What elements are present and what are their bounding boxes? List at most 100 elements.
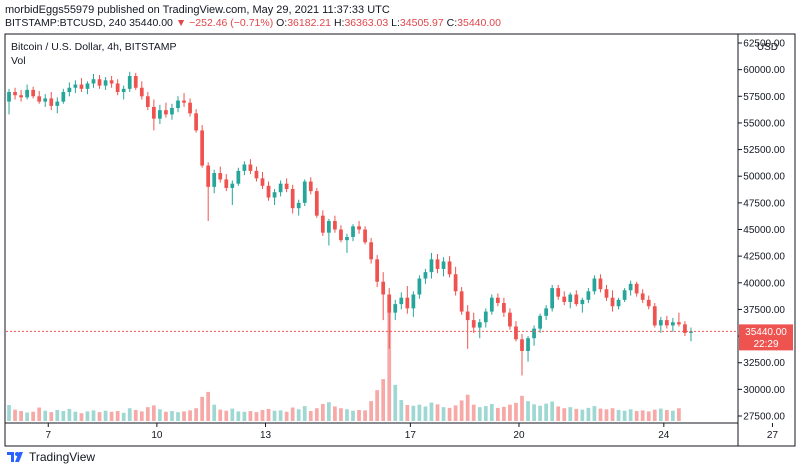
volume-bar [375,390,380,421]
candle [502,297,506,317]
candle-body [387,294,392,313]
tradingview-logo[interactable]: TradingView [6,450,95,464]
candle-body [544,308,549,316]
volume-bar [459,400,464,421]
candles [7,71,693,376]
candle-body [423,272,428,279]
volume-bar [622,410,627,421]
volume-bar [218,409,223,421]
volume-bar [580,409,585,421]
candle-body [471,320,476,328]
candle-body [550,288,555,309]
candle-body [568,294,573,302]
candle [580,297,585,313]
candle [176,96,180,113]
candle [610,290,615,312]
candle [194,109,198,133]
volume-bar [586,407,591,421]
volume-bar [25,412,29,421]
volume-bar [182,411,186,421]
volume-bar [79,413,84,421]
volume-bar [447,407,452,421]
candle-body [508,312,512,327]
candle-body [495,297,500,304]
volume-bar [574,408,579,421]
volume-bar [339,408,343,421]
candle-body [339,229,343,241]
volume-bar [139,411,144,421]
candle-body [465,311,470,321]
candle-body [447,261,452,275]
candle-body [25,89,29,98]
volume-bar [212,404,217,421]
candle-body [296,202,301,209]
candle-body [314,191,319,216]
volume-bar [357,410,361,421]
candle [586,288,591,304]
volume-bar [502,406,506,421]
candle [453,266,458,296]
candle-body [85,83,90,89]
volume-bar [514,402,518,421]
candle-body [689,331,693,333]
candle [7,88,11,115]
time-tick-label: 24 [658,430,670,441]
volume-bar [399,400,404,421]
candle-body [514,326,518,340]
candle-body [375,259,380,282]
candle-body [489,297,494,312]
volume-bar [230,408,235,421]
price-axis[interactable]: 62500.00 60000.00 57500.00 55000.00 52500.00… [738,39,785,423]
candle [206,162,211,221]
candle-body [598,278,603,290]
candle [399,292,404,310]
candle [145,92,150,111]
volume-bar [538,405,542,421]
volume-bar [677,408,681,421]
candle-body [248,164,253,171]
volume-bar [671,410,675,421]
volume-bar [266,408,271,421]
volume-bar [658,408,663,421]
candle [634,281,639,297]
candle [278,180,283,197]
high-value: 36363.03 [344,17,389,29]
candle-body [151,106,156,119]
candle [683,321,687,337]
volume-bars [7,311,681,421]
volume-bar [248,411,253,421]
volume-bar [429,402,434,421]
candle-body [417,278,422,295]
price-tick-label: 60000.00 [743,65,785,76]
price-tick-label: 47500.00 [743,198,785,209]
volume-bar [290,407,295,421]
time-axis[interactable]: 710131720242731 [45,423,800,441]
chart-legend-title: Bitcoin / U.S. Dollar, 4h, BITSTAMP [11,41,177,53]
volume-bar [121,412,126,421]
volume-bar [242,411,247,421]
volume-bar [170,411,174,421]
candle-body [369,242,373,260]
volume-bar [37,407,42,421]
volume-bar [314,408,319,421]
candle-body [634,283,639,294]
candle-body [49,98,54,106]
candle-body [200,130,205,166]
volume-bar [453,405,458,421]
last-price-tag-text: 35440.00 [745,327,787,338]
candle-body [266,185,271,198]
high-label: H: [333,17,345,29]
volume-bar [224,410,229,421]
candle-body [284,183,289,189]
volume-bar [544,403,549,421]
candle [495,293,500,307]
candle-body [206,165,211,187]
candle [67,82,72,97]
candle [314,187,319,218]
volume-bar [465,394,470,421]
price-tick-label: 42500.00 [743,252,785,263]
candle [345,233,349,253]
price-tick-label: 50000.00 [743,172,785,183]
volume-bar [31,411,36,421]
